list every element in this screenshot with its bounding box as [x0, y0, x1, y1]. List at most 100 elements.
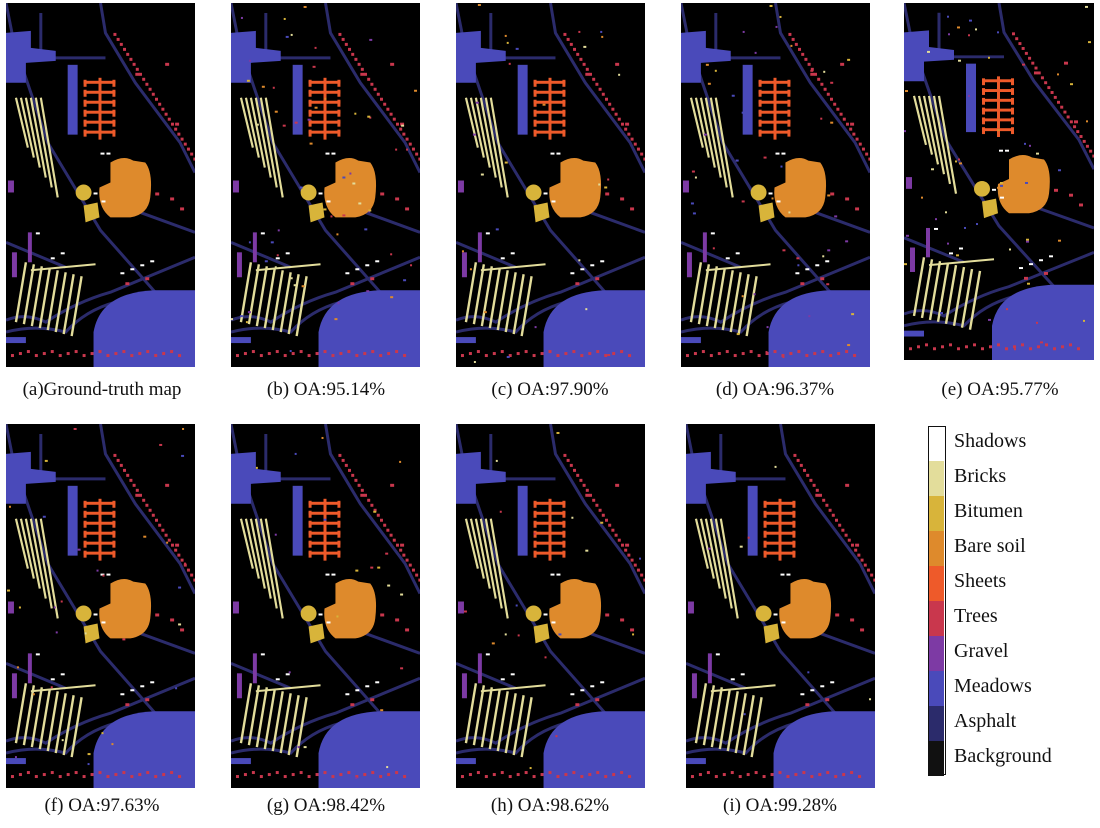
tree-speck — [18, 773, 22, 777]
tree-speck — [822, 498, 826, 502]
tree-speck — [370, 698, 375, 702]
misclassified-pixel — [935, 218, 937, 221]
sheets-tooth — [337, 520, 341, 528]
bare-soil-field — [997, 155, 1050, 214]
tree-speck — [845, 122, 849, 126]
tree-speck — [630, 137, 634, 141]
sheets-bar — [533, 100, 566, 104]
tree-speck — [582, 62, 586, 66]
shadow-speck — [150, 260, 155, 263]
tree-speck — [371, 350, 375, 354]
tree-speck — [566, 458, 570, 462]
sheets-tooth — [763, 530, 767, 538]
tree-speck — [855, 543, 860, 547]
misclassified-pixel — [810, 69, 814, 72]
misclassified-pixel — [504, 633, 507, 636]
tree-speck — [786, 775, 790, 779]
bricks-stripe — [472, 685, 486, 746]
tree-speck — [829, 354, 833, 358]
tree-speck — [251, 350, 255, 354]
misclassified-pixel — [969, 19, 972, 22]
tree-speck — [508, 775, 512, 779]
sheets-spine — [997, 76, 1000, 137]
sheets-bar — [308, 110, 341, 114]
misclassified-pixel — [96, 569, 99, 572]
sheets-spine — [778, 498, 782, 561]
tree-speck — [338, 453, 342, 457]
sheets-tooth — [758, 109, 762, 117]
tree-speck — [585, 488, 589, 492]
meadow-patch — [231, 30, 281, 83]
misclassified-pixel — [731, 94, 735, 97]
sheets-bar — [758, 110, 791, 114]
bricks-stripe — [54, 693, 67, 754]
tree-speck — [870, 573, 874, 577]
tree-speck — [119, 42, 123, 46]
tree-speck — [155, 613, 160, 617]
asphalt-road — [681, 300, 791, 334]
tree-speck — [146, 771, 150, 775]
misclassified-pixel — [283, 17, 286, 20]
shadow-speck — [556, 152, 561, 155]
misclassified-pixel — [342, 214, 346, 217]
tree-speck — [566, 37, 570, 41]
shadow-speck — [735, 252, 740, 255]
sheets-tooth — [308, 109, 312, 117]
sheets-tooth — [533, 500, 537, 508]
shadow-speck — [780, 573, 785, 576]
tree-speck — [640, 573, 644, 577]
misclassified-pixel — [248, 59, 251, 62]
bricks-stripe — [24, 97, 41, 168]
bricks-stripe — [264, 97, 284, 198]
tree-speck — [845, 483, 850, 487]
tree-speck — [364, 493, 367, 497]
tree-speck — [376, 92, 380, 96]
tree-speck — [468, 352, 472, 356]
tree-speck — [142, 77, 146, 81]
sheets-tooth — [83, 109, 87, 117]
sheets-tooth — [982, 107, 985, 115]
bricks-stripe — [39, 97, 59, 198]
shadow-speck — [500, 678, 505, 681]
misclassified-pixel — [692, 212, 696, 215]
misclassified-pixel — [517, 634, 520, 637]
sheets-bar — [533, 80, 566, 84]
sheets-bar — [982, 108, 1014, 112]
sheets-tooth — [308, 530, 312, 538]
sheets-tooth — [112, 510, 116, 518]
misclassified-pixel — [534, 326, 537, 329]
misclassified-pixel — [604, 186, 608, 189]
tree-speck — [1012, 32, 1015, 36]
bricks-stripe — [750, 697, 763, 758]
bricks-stripe — [14, 683, 28, 744]
gravel-patch — [27, 653, 32, 684]
misclassified-pixel — [964, 226, 966, 229]
tree-speck — [630, 628, 635, 632]
misclassified-pixel — [1088, 41, 1091, 44]
misclassified-pixel — [1058, 169, 1061, 172]
tree-speck — [1005, 347, 1008, 351]
misclassified-pixel — [807, 671, 810, 674]
misclassified-pixel — [828, 342, 831, 345]
tree-speck — [145, 82, 149, 86]
shadow-speck — [768, 192, 773, 195]
sheets-bar — [83, 511, 116, 515]
misclassified-pixel — [321, 436, 324, 439]
misclassified-pixel — [175, 687, 178, 690]
tree-speck — [850, 618, 855, 622]
bricks-stripe — [694, 97, 710, 158]
sheets-tooth — [112, 500, 116, 508]
meadow-strip — [742, 64, 753, 135]
misclassified-pixel — [330, 215, 333, 218]
meadow-edge — [681, 337, 701, 344]
tree-speck — [524, 771, 528, 775]
misclassified-pixel — [774, 465, 777, 468]
shadow-speck — [715, 653, 720, 656]
misclassified-pixel — [975, 28, 977, 31]
asphalt-road — [231, 240, 292, 269]
misclassified-pixel — [44, 459, 48, 462]
tree-speck — [844, 533, 848, 537]
tree-speck — [1074, 120, 1078, 124]
bricks-stripe — [464, 97, 479, 148]
misclassified-pixel — [289, 350, 292, 353]
